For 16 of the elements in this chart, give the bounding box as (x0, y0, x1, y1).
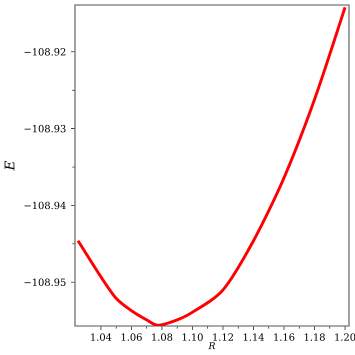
x-tick-label: 1.20 (335, 333, 355, 341)
y-axis-title: E (4, 160, 14, 171)
x-tick-label: 1.12 (213, 333, 233, 341)
y-tick-label: −108.92 (24, 48, 66, 56)
x-axis-title: R (208, 342, 216, 350)
x-tick-label: 1.10 (182, 333, 203, 341)
y-tick-label: −108.94 (24, 202, 66, 210)
x-tick-label: 1.18 (304, 333, 325, 341)
x-tick-label: 1.14 (244, 333, 264, 341)
x-tick-label: 1.08 (152, 333, 172, 341)
x-tick-label: 1.16 (274, 333, 294, 341)
y-tick-label: −108.93 (24, 124, 66, 132)
x-tick-label: 1.04 (91, 333, 112, 341)
x-tick-label: 1.06 (122, 333, 142, 341)
y-tick-label: −108.95 (24, 278, 66, 286)
line-series (76, 6, 346, 326)
